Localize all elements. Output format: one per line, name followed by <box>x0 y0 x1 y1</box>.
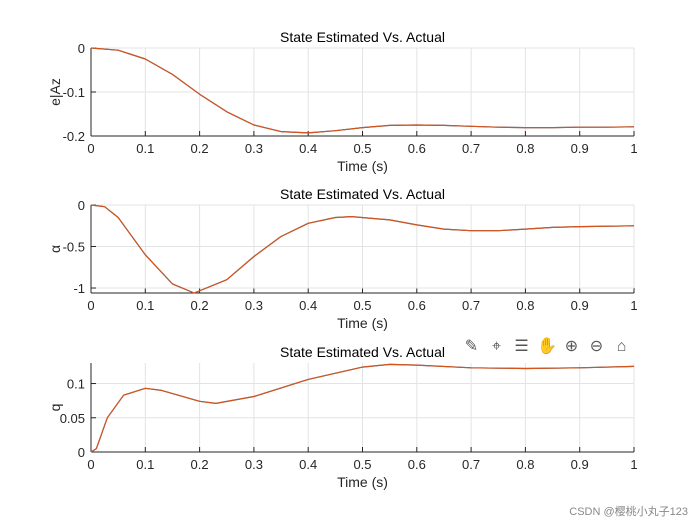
x-tick-label: 0.1 <box>136 298 154 313</box>
x-tick-label: 0 <box>87 298 94 313</box>
y-tick-label: 0 <box>78 445 85 460</box>
x-axis-label: Time (s) <box>337 474 388 490</box>
subplot-3: 0 0.1 0.2 0.3 0.4 0.5 0.6 0.7 0.8 0.9 1 0 0.05 0.1 Sta… <box>47 344 638 490</box>
x-tick-label: 0.4 <box>299 298 317 313</box>
x-axis-label: Time (s) <box>337 315 388 331</box>
watermark: CSDN @樱桃小丸子123 <box>569 506 688 518</box>
x-tick-label: 0.5 <box>353 141 371 156</box>
x-tick-label: 1 <box>630 141 637 156</box>
subplot-1: 0 0.1 0.2 0.3 0.4 0.5 0.6 0.7 0.8 0.9 1 0 -0.1 -0.2 St… <box>47 29 638 174</box>
x-tick-label: 0.9 <box>571 298 589 313</box>
x-tick-label: 0.9 <box>571 141 589 156</box>
x-tick-label: 0.5 <box>353 298 371 313</box>
x-tick-label: 0.7 <box>462 298 480 313</box>
pan-icon[interactable]: ✋ <box>537 338 557 355</box>
x-tick-label: 0.8 <box>516 298 534 313</box>
x-tick-label: 0.3 <box>245 141 263 156</box>
x-tick-label: 1 <box>630 457 637 472</box>
x-tick-label: 0.4 <box>299 457 317 472</box>
x-tick-label: 0.8 <box>516 141 534 156</box>
x-tick-label: 0.1 <box>136 141 154 156</box>
y-tick-label: 0.1 <box>67 377 85 392</box>
zoom-out-icon[interactable]: ⊖ <box>589 338 604 355</box>
subplot-2: 0 0.1 0.2 0.3 0.4 0.5 0.6 0.7 0.8 0.9 1 0 -0.5 -1 Stat… <box>47 186 638 331</box>
chart-title: State Estimated Vs. Actual <box>280 29 445 45</box>
x-tick-label: 0.7 <box>462 141 480 156</box>
x-tick-label: 0.3 <box>245 457 263 472</box>
home-icon[interactable]: ⌂ <box>616 338 627 355</box>
y-tick-label: -0.1 <box>63 85 85 100</box>
x-tick-label: 1 <box>630 298 637 313</box>
y-tick-label: -0.2 <box>63 129 85 144</box>
x-axis-label: Time (s) <box>337 158 388 174</box>
y-axis-label: α <box>47 245 63 253</box>
x-tick-label: 0.2 <box>191 141 209 156</box>
series-estimated <box>90 363 635 453</box>
x-tick-label: 0.3 <box>245 298 263 313</box>
x-tick-label: 0.5 <box>353 457 371 472</box>
series-estimated <box>90 204 635 294</box>
x-tick-label: 0.1 <box>136 457 154 472</box>
x-tick-label: 0.7 <box>462 457 480 472</box>
series-estimated <box>90 47 635 134</box>
y-tick-label: 0 <box>78 41 85 56</box>
y-axis-label: q <box>47 404 63 412</box>
x-tick-label: 0.2 <box>191 298 209 313</box>
x-tick-label: 0 <box>87 141 94 156</box>
y-tick-label: -0.5 <box>63 240 85 255</box>
chart-title: State Estimated Vs. Actual <box>280 344 445 360</box>
y-axis-label: e|Az <box>47 78 63 106</box>
y-tick-label: 0 <box>78 198 85 213</box>
axes-toolbar: ✎ ⌖ ☰ ✋ ⊕ ⊖ ⌂ <box>462 337 631 357</box>
x-tick-label: 0.8 <box>516 457 534 472</box>
data-cursor-icon[interactable]: ⌖ <box>491 338 501 355</box>
y-tick-label: -1 <box>73 281 85 296</box>
x-tick-label: 0 <box>87 457 94 472</box>
x-tick-label: 0.4 <box>299 141 317 156</box>
x-tick-label: 0.9 <box>571 457 589 472</box>
x-tick-label: 0.6 <box>408 298 426 313</box>
zoom-in-icon[interactable]: ⊕ <box>564 338 579 355</box>
legend-icon[interactable]: ☰ <box>514 338 529 355</box>
x-tick-label: 0.6 <box>408 457 426 472</box>
x-tick-label: 0.6 <box>408 141 426 156</box>
brush-icon[interactable]: ✎ <box>464 338 479 355</box>
y-tick-label: 0.05 <box>60 411 85 426</box>
chart-title: State Estimated Vs. Actual <box>280 186 445 202</box>
x-tick-label: 0.2 <box>191 457 209 472</box>
